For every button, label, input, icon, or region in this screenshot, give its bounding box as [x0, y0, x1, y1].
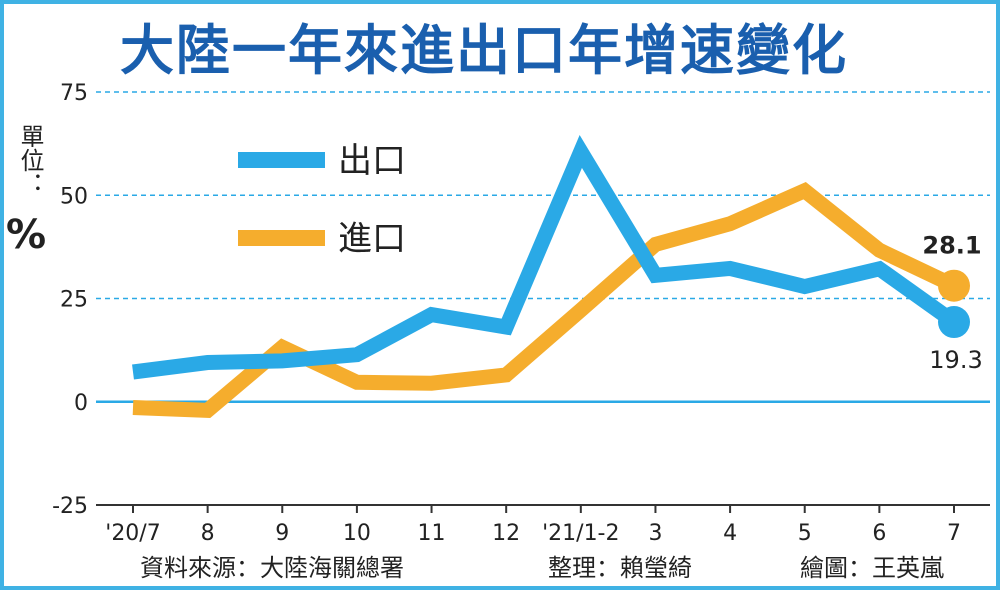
x-tick-label: 5: [798, 521, 812, 546]
x-tick-label: 11: [418, 521, 446, 546]
series-end-marker-import: [938, 269, 970, 302]
x-tick-label: 8: [201, 521, 215, 546]
legend-label-export: 出口: [338, 141, 406, 181]
chart-title: 大陸一年來進出口年增速變化: [120, 19, 848, 82]
x-tick-label: '20/7: [105, 521, 160, 546]
credits: 資料來源：大陸海關總署 整理：賴瑩綺 繪圖：王英嵐: [0, 548, 1000, 588]
illustrator-credit: 繪圖：王英嵐: [800, 554, 944, 582]
series-line-export: [132, 135, 959, 380]
y-tick-label: 25: [60, 288, 88, 313]
y-tick-label: -25: [52, 494, 88, 519]
unit-label: 單位：: [16, 124, 44, 196]
unit-symbol: %: [6, 212, 47, 258]
y-tick-label: 50: [60, 184, 88, 209]
x-tick-label: 9: [275, 521, 289, 546]
series-end-marker-export: [938, 306, 970, 339]
x-tick-label: 10: [343, 521, 371, 546]
x-tick-label: 6: [872, 521, 886, 546]
x-tick-label: '21/1-2: [542, 521, 619, 546]
legend-label-import: 進口: [338, 219, 406, 259]
export-end-label: 19.3: [929, 346, 982, 374]
x-tick-label: 4: [723, 521, 737, 546]
import-end-label: 28.1: [922, 232, 981, 260]
y-tick-label: 75: [60, 81, 88, 106]
x-tick-label: 7: [947, 521, 961, 546]
editor-credit: 整理：賴瑩綺: [548, 554, 692, 582]
x-tick-label: 3: [648, 521, 662, 546]
x-tick-label: 12: [492, 521, 520, 546]
y-tick-label: 0: [74, 391, 88, 416]
source-credit: 資料來源：大陸海關總署: [140, 554, 404, 582]
